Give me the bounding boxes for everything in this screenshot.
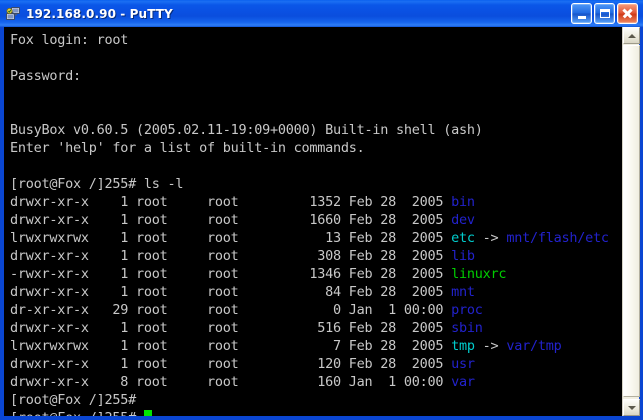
row-lib: drwxr-xr-x 1 root root 308 Feb 28 2005 l… xyxy=(10,247,622,265)
text-segment-blue: proc xyxy=(451,302,483,318)
close-icon xyxy=(622,8,633,19)
text-segment-blue: var/tmp xyxy=(506,338,562,354)
text-segment-white: Fox login: root xyxy=(10,32,129,48)
text-segment-white: drwxr-xr-x 1 root root 516 Feb 28 2005 xyxy=(10,320,452,336)
cmd-line: [root@Fox /]255# ls -l xyxy=(10,175,622,193)
terminal-screen[interactable]: Fox login: root Password: BusyBox v0.60.… xyxy=(4,27,622,416)
text-segment-cyan: tmp xyxy=(451,338,475,354)
text-segment-blue: lib xyxy=(451,248,475,264)
chevron-up-icon xyxy=(627,33,636,38)
text-segment-white: [root@Fox /]255# xyxy=(10,410,144,416)
row-sbin: drwxr-xr-x 1 root root 516 Feb 28 2005 s… xyxy=(10,319,622,337)
text-segment-blue: sbin xyxy=(451,320,483,336)
blank-1 xyxy=(10,49,622,67)
text-segment-white: drwxr-xr-x 1 root root 1660 Feb 28 2005 xyxy=(10,212,452,228)
text-segment-white: BusyBox v0.60.5 (2005.02.11-19:09+0000) … xyxy=(10,122,483,138)
busybox-banner: BusyBox v0.60.5 (2005.02.11-19:09+0000) … xyxy=(10,121,622,139)
caption-buttons xyxy=(571,3,638,24)
minimize-icon xyxy=(577,15,586,19)
prompt-active: [root@Fox /]255# xyxy=(10,409,622,416)
putty-network-icon xyxy=(6,6,20,20)
scroll-down-button[interactable] xyxy=(623,399,640,416)
scroll-up-button[interactable] xyxy=(623,27,640,44)
row-etc: lrwxrwxrwx 1 root root 13 Feb 28 2005 et… xyxy=(10,229,622,247)
text-segment-white: [root@Fox /]255# xyxy=(10,392,137,408)
terminal-cursor xyxy=(143,410,152,416)
text-segment-white: dr-xr-xr-x 29 root root 0 Jan 1 00:00 xyxy=(10,302,452,318)
prompt-idle: [root@Fox /]255# xyxy=(10,391,622,409)
text-segment-white: lrwxrwxrwx 1 root root 7 Feb 28 2005 xyxy=(10,338,452,354)
minimize-button[interactable] xyxy=(571,3,592,24)
window-title: 192.168.0.90 - PuTTY xyxy=(26,6,173,21)
text-segment-green: linuxrc xyxy=(451,266,507,282)
title-bar-left: 192.168.0.90 - PuTTY xyxy=(5,6,571,22)
row-tmp: lrwxrwxrwx 1 root root 7 Feb 28 2005 tmp… xyxy=(10,337,622,355)
text-segment-blue: var xyxy=(451,374,475,390)
text-segment-white: Password: xyxy=(10,68,81,84)
close-button[interactable] xyxy=(617,3,638,24)
maximize-icon xyxy=(599,9,610,18)
text-segment-blue: usr xyxy=(451,356,475,372)
password-line: Password: xyxy=(10,67,622,85)
terminal-scrollbar[interactable] xyxy=(622,27,640,416)
text-segment-white: -> xyxy=(474,230,507,246)
text-segment-white: [root@Fox /]255# ls -l xyxy=(10,176,184,192)
text-segment-blue: bin xyxy=(451,194,475,210)
scrollbar-thumb[interactable] xyxy=(623,45,640,397)
text-segment-cyan: etc xyxy=(451,230,475,246)
text-segment-blue: mnt/flash/etc xyxy=(506,230,609,246)
maximize-button[interactable] xyxy=(594,3,615,24)
text-segment-white: drwxr-xr-x 1 root root 308 Feb 28 2005 xyxy=(10,248,452,264)
chevron-down-icon xyxy=(627,405,636,410)
text-segment-white: drwxr-xr-x 8 root root 160 Jan 1 00:00 xyxy=(10,374,452,390)
help-hint: Enter 'help' for a list of built-in comm… xyxy=(10,139,622,157)
client-area: Fox login: root Password: BusyBox v0.60.… xyxy=(4,27,640,416)
row-mnt: drwxr-xr-x 1 root root 84 Feb 28 2005 mn… xyxy=(10,283,622,301)
row-dev: drwxr-xr-x 1 root root 1660 Feb 28 2005 … xyxy=(10,211,622,229)
text-segment-white: drwxr-xr-x 1 root root 120 Feb 28 2005 xyxy=(10,356,452,372)
text-segment-white: -rwxr-xr-x 1 root root 1346 Feb 28 2005 xyxy=(10,266,452,282)
text-segment-white: -> xyxy=(474,338,507,354)
text-segment-white: lrwxrwxrwx 1 root root 13 Feb 28 2005 xyxy=(10,230,452,246)
row-var: drwxr-xr-x 8 root root 160 Jan 1 00:00 v… xyxy=(10,373,622,391)
row-proc: dr-xr-xr-x 29 root root 0 Jan 1 00:00 pr… xyxy=(10,301,622,319)
blank-4 xyxy=(10,157,622,175)
text-segment-blue: mnt xyxy=(451,284,475,300)
login-line: Fox login: root xyxy=(10,31,622,49)
row-linuxrc: -rwxr-xr-x 1 root root 1346 Feb 28 2005 … xyxy=(10,265,622,283)
text-segment-white: drwxr-xr-x 1 root root 84 Feb 28 2005 xyxy=(10,284,452,300)
text-segment-white: Enter 'help' for a list of built-in comm… xyxy=(10,140,365,156)
blank-2 xyxy=(10,85,622,103)
text-segment-blue: dev xyxy=(451,212,475,228)
text-segment-white: drwxr-xr-x 1 root root 1352 Feb 28 2005 xyxy=(10,194,452,210)
blank-3 xyxy=(10,103,622,121)
title-bar[interactable]: 192.168.0.90 - PuTTY xyxy=(0,0,643,27)
row-bin: drwxr-xr-x 1 root root 1352 Feb 28 2005 … xyxy=(10,193,622,211)
row-usr: drwxr-xr-x 1 root root 120 Feb 28 2005 u… xyxy=(10,355,622,373)
